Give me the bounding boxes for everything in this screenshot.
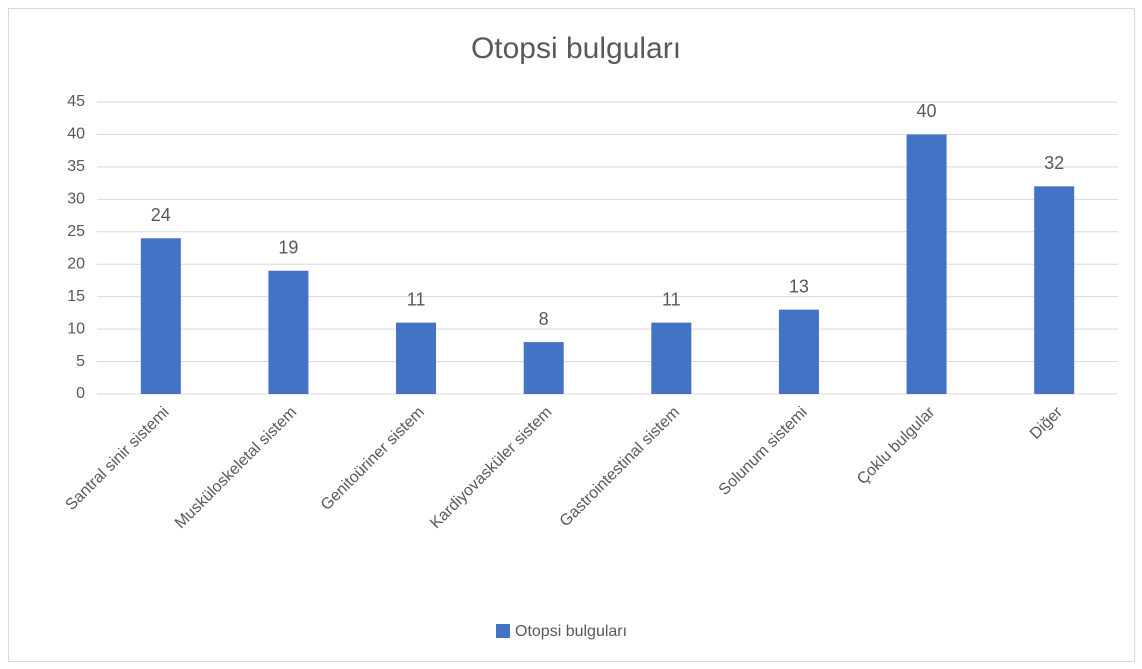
bar [1034, 186, 1075, 394]
y-tick-label: 10 [67, 320, 85, 337]
chart-title: Otopsi bulguları [471, 32, 681, 65]
data-label: 8 [539, 309, 549, 329]
legend: Otopsi bulguları [496, 623, 627, 640]
bar [523, 342, 564, 394]
bar [778, 309, 819, 394]
data-label: 40 [917, 101, 937, 121]
bar [906, 134, 947, 394]
y-tick-label: 25 [67, 223, 85, 240]
y-tick-label: 45 [67, 93, 85, 110]
y-tick-label: 35 [67, 158, 85, 175]
chart-border [8, 8, 1135, 662]
data-label: 32 [1044, 153, 1064, 173]
bar [268, 270, 309, 394]
y-tick-label: 30 [67, 191, 85, 208]
y-tick-label: 40 [67, 126, 85, 143]
y-tick-label: 15 [67, 288, 85, 305]
bar [396, 322, 437, 394]
y-tick-label: 20 [67, 255, 85, 272]
y-tick-label: 0 [76, 385, 85, 402]
y-tick-label: 5 [76, 353, 85, 370]
data-label: 19 [278, 237, 298, 257]
bar [140, 238, 181, 394]
data-label: 11 [662, 289, 681, 309]
legend-swatch [496, 624, 510, 638]
data-label: 13 [789, 276, 809, 296]
data-label: 24 [151, 205, 171, 225]
data-label: 11 [407, 289, 426, 309]
legend-label: Otopsi bulguları [515, 623, 627, 640]
bar [651, 322, 692, 394]
